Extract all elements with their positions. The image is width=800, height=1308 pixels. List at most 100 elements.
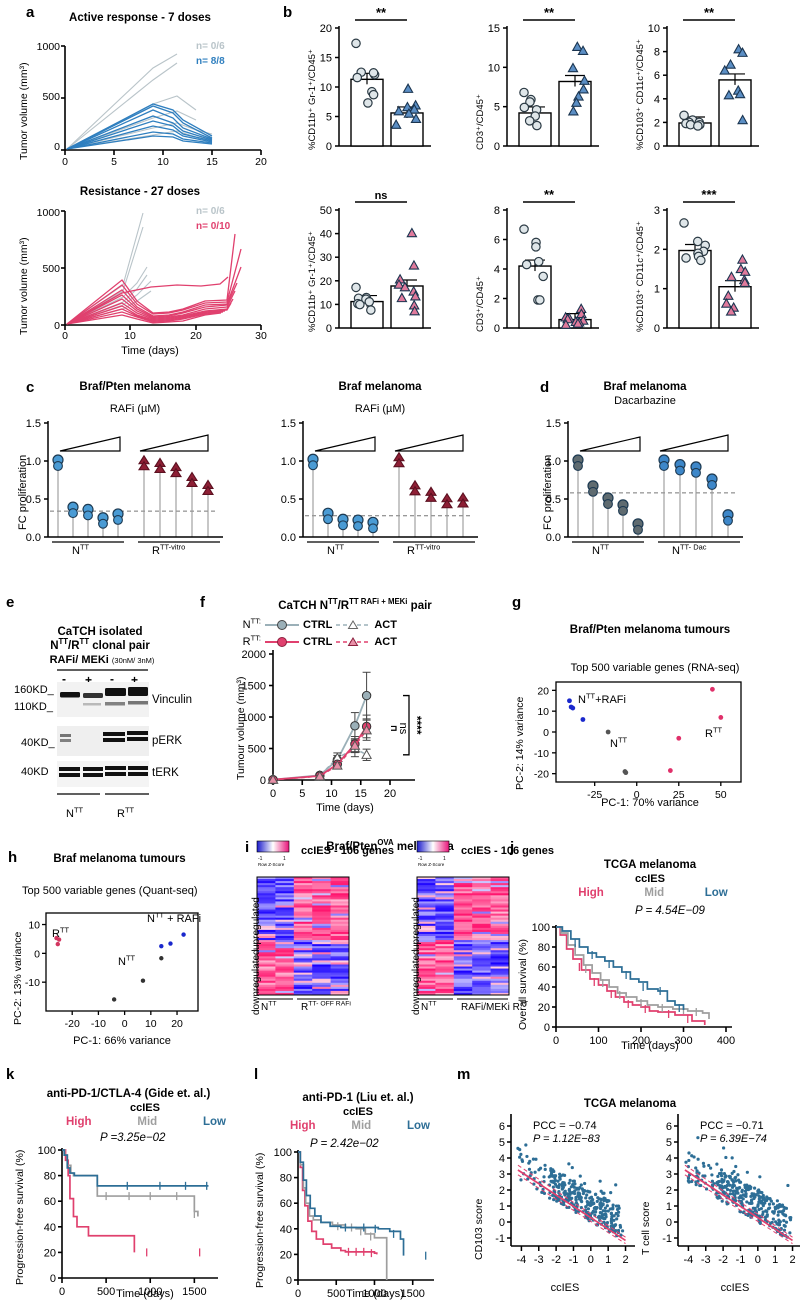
panel-m-datapoint [581,1191,585,1196]
panel-l-subtitle: ccIES [343,1106,373,1118]
panel-a-bottom-n-grey: n= 0/6 [196,206,225,217]
panel-b-datapoint [737,114,749,125]
km-xtick: 1000 [362,1288,386,1300]
panel-a-top-n-color: n= 8/8 [196,56,225,67]
panel-b-datapoint [525,97,535,107]
panel-b-ylabel: %CD11b⁺ Gr-1⁺/CD45⁺ [307,231,318,332]
panel-m-datapoint [543,1167,547,1171]
panel-f-xtick: 15 [355,788,367,800]
panel-m-datapoint [707,1163,711,1168]
panel-m-datapoint [694,1183,698,1187]
lollipop-point [457,497,469,508]
panel-b-datapoint [681,253,691,263]
panel-m-datapoint [767,1206,772,1210]
panel-m-datapoint [687,1158,691,1163]
panel-m-xtick: 2 [789,1254,795,1266]
panel-m-datapoint [725,1180,730,1184]
panel-j-legend-low: Low [704,887,728,899]
panel-m-ytick: 1 [499,1201,505,1213]
panel-b-datapoint [519,87,529,98]
panel-m-datapoint [568,1190,572,1194]
panel-b-datapoint [524,116,535,126]
panel-l-title: anti-PD-1 (Liu et. al.) [302,1092,414,1104]
panel-a-top-ytick-500: 500 [42,91,60,103]
panel-m-datapoint [605,1220,610,1225]
panel-b-datapoint [720,297,732,308]
panel-m-datapoint [734,1164,738,1169]
panel-m-ytick: 5 [666,1137,672,1149]
panel-m-xtick: 2 [622,1254,628,1266]
panel-m-datapoint [752,1195,756,1199]
panel-k-legend-low: Low [203,1116,226,1128]
lollipop-point [707,480,717,490]
panel-l-legend-low: Low [407,1120,430,1132]
panel-m-ytick: 3 [499,1169,505,1181]
panel-m-datapoint [617,1206,621,1210]
panel-b-bar [350,78,384,147]
panel-k-label: k [6,1066,15,1083]
panel-f-leg-n-ctrl-icon [265,619,299,630]
panel-m-datapoint [686,1179,690,1183]
panel-f-leg-n-act: ACT [374,618,397,631]
panel-m-datapoint [543,1163,547,1167]
panel-f: f CaTCH NTT/RTT RAFi + MEKi pair NTT: CT… [195,590,490,820]
panel-m-datapoint [730,1171,734,1176]
panel-h-datapoint [168,941,173,946]
panel-m-datapoint [776,1210,781,1214]
lollipop-point [368,523,378,534]
panel-h-datapoint [111,997,117,1002]
panel-m-datapoint [568,1178,572,1182]
km-ytick: 0 [286,1275,292,1287]
panel-m-right-pcc: PCC = −0.71 [700,1120,764,1132]
panel-b-datapoint [409,305,421,316]
panel-m-datapoint [783,1224,787,1228]
panel-a-top-xtick-15: 15 [206,156,218,168]
lollipop-point [573,461,583,471]
panel-m-datapoint [765,1214,769,1218]
panel-m-datapoint [724,1155,728,1160]
panel-m-datapoint [584,1205,588,1209]
panel-b-ytick: 10 [320,299,332,311]
panel-k-pvalue: P =3.25e−02 [100,1132,166,1144]
panel-m-datapoint [715,1181,719,1185]
panel-f-title: CaTCH NTT/RTT RAFi + MEKi pair [230,598,480,613]
panel-m-datapoint [578,1174,582,1178]
panel-e-bottom-right: RTT [117,805,135,820]
panel-a-top-title: Active response - 7 doses [69,12,211,24]
panel-m-datapoint [535,1187,539,1191]
km-xtick: 1500 [182,1286,206,1298]
panel-m-datapoint [614,1211,618,1216]
panel-k-subtitle: ccIES [130,1102,160,1114]
lollipop-ytick: 0.0 [26,532,41,544]
panel-j-subtitle: ccIES [635,873,665,885]
panel-m-datapoint [761,1210,765,1214]
panel-m-right-xlabel: ccIES [720,1282,750,1294]
panel-f-leg-r-act: ACT [374,635,397,648]
panel-g-xtick: 0 [634,789,640,801]
panel-a-top-xtick-20: 20 [255,156,267,168]
panel-m-datapoint [728,1183,732,1187]
panel-b-ytick: 0 [494,141,500,153]
panel-f-marker [361,749,373,759]
lollipop-ytick: 1.5 [281,418,296,430]
dose-ramp-icon [579,436,641,452]
panel-g-label: g [512,594,522,611]
panel-m-datapoint [788,1231,792,1235]
panel-b-datapoint [531,242,541,252]
lollipop-group1-label: NTT [592,542,610,557]
panel-b-ytick: 20 [320,23,332,35]
panel-m-datapoint [692,1155,696,1159]
panel-m-datapoint [567,1162,571,1166]
panel-m-datapoint [696,1157,700,1161]
svg-text:Vinculin: Vinculin [152,694,192,706]
panel-e-br-sup: TT [124,805,135,815]
panel-i-label: i [245,839,250,856]
colorbar-tick-min: -1 [258,856,263,862]
panel-m-datapoint [583,1208,588,1212]
panel-m-datapoint [745,1185,749,1189]
panel-m-datapoint [520,1159,525,1163]
svg-text:tERK: tERK [152,767,179,779]
panel-m-datapoint [527,1167,532,1171]
lollipop-group2-label: NTT- Dac [672,542,707,557]
km-ytick: 60 [538,962,550,974]
